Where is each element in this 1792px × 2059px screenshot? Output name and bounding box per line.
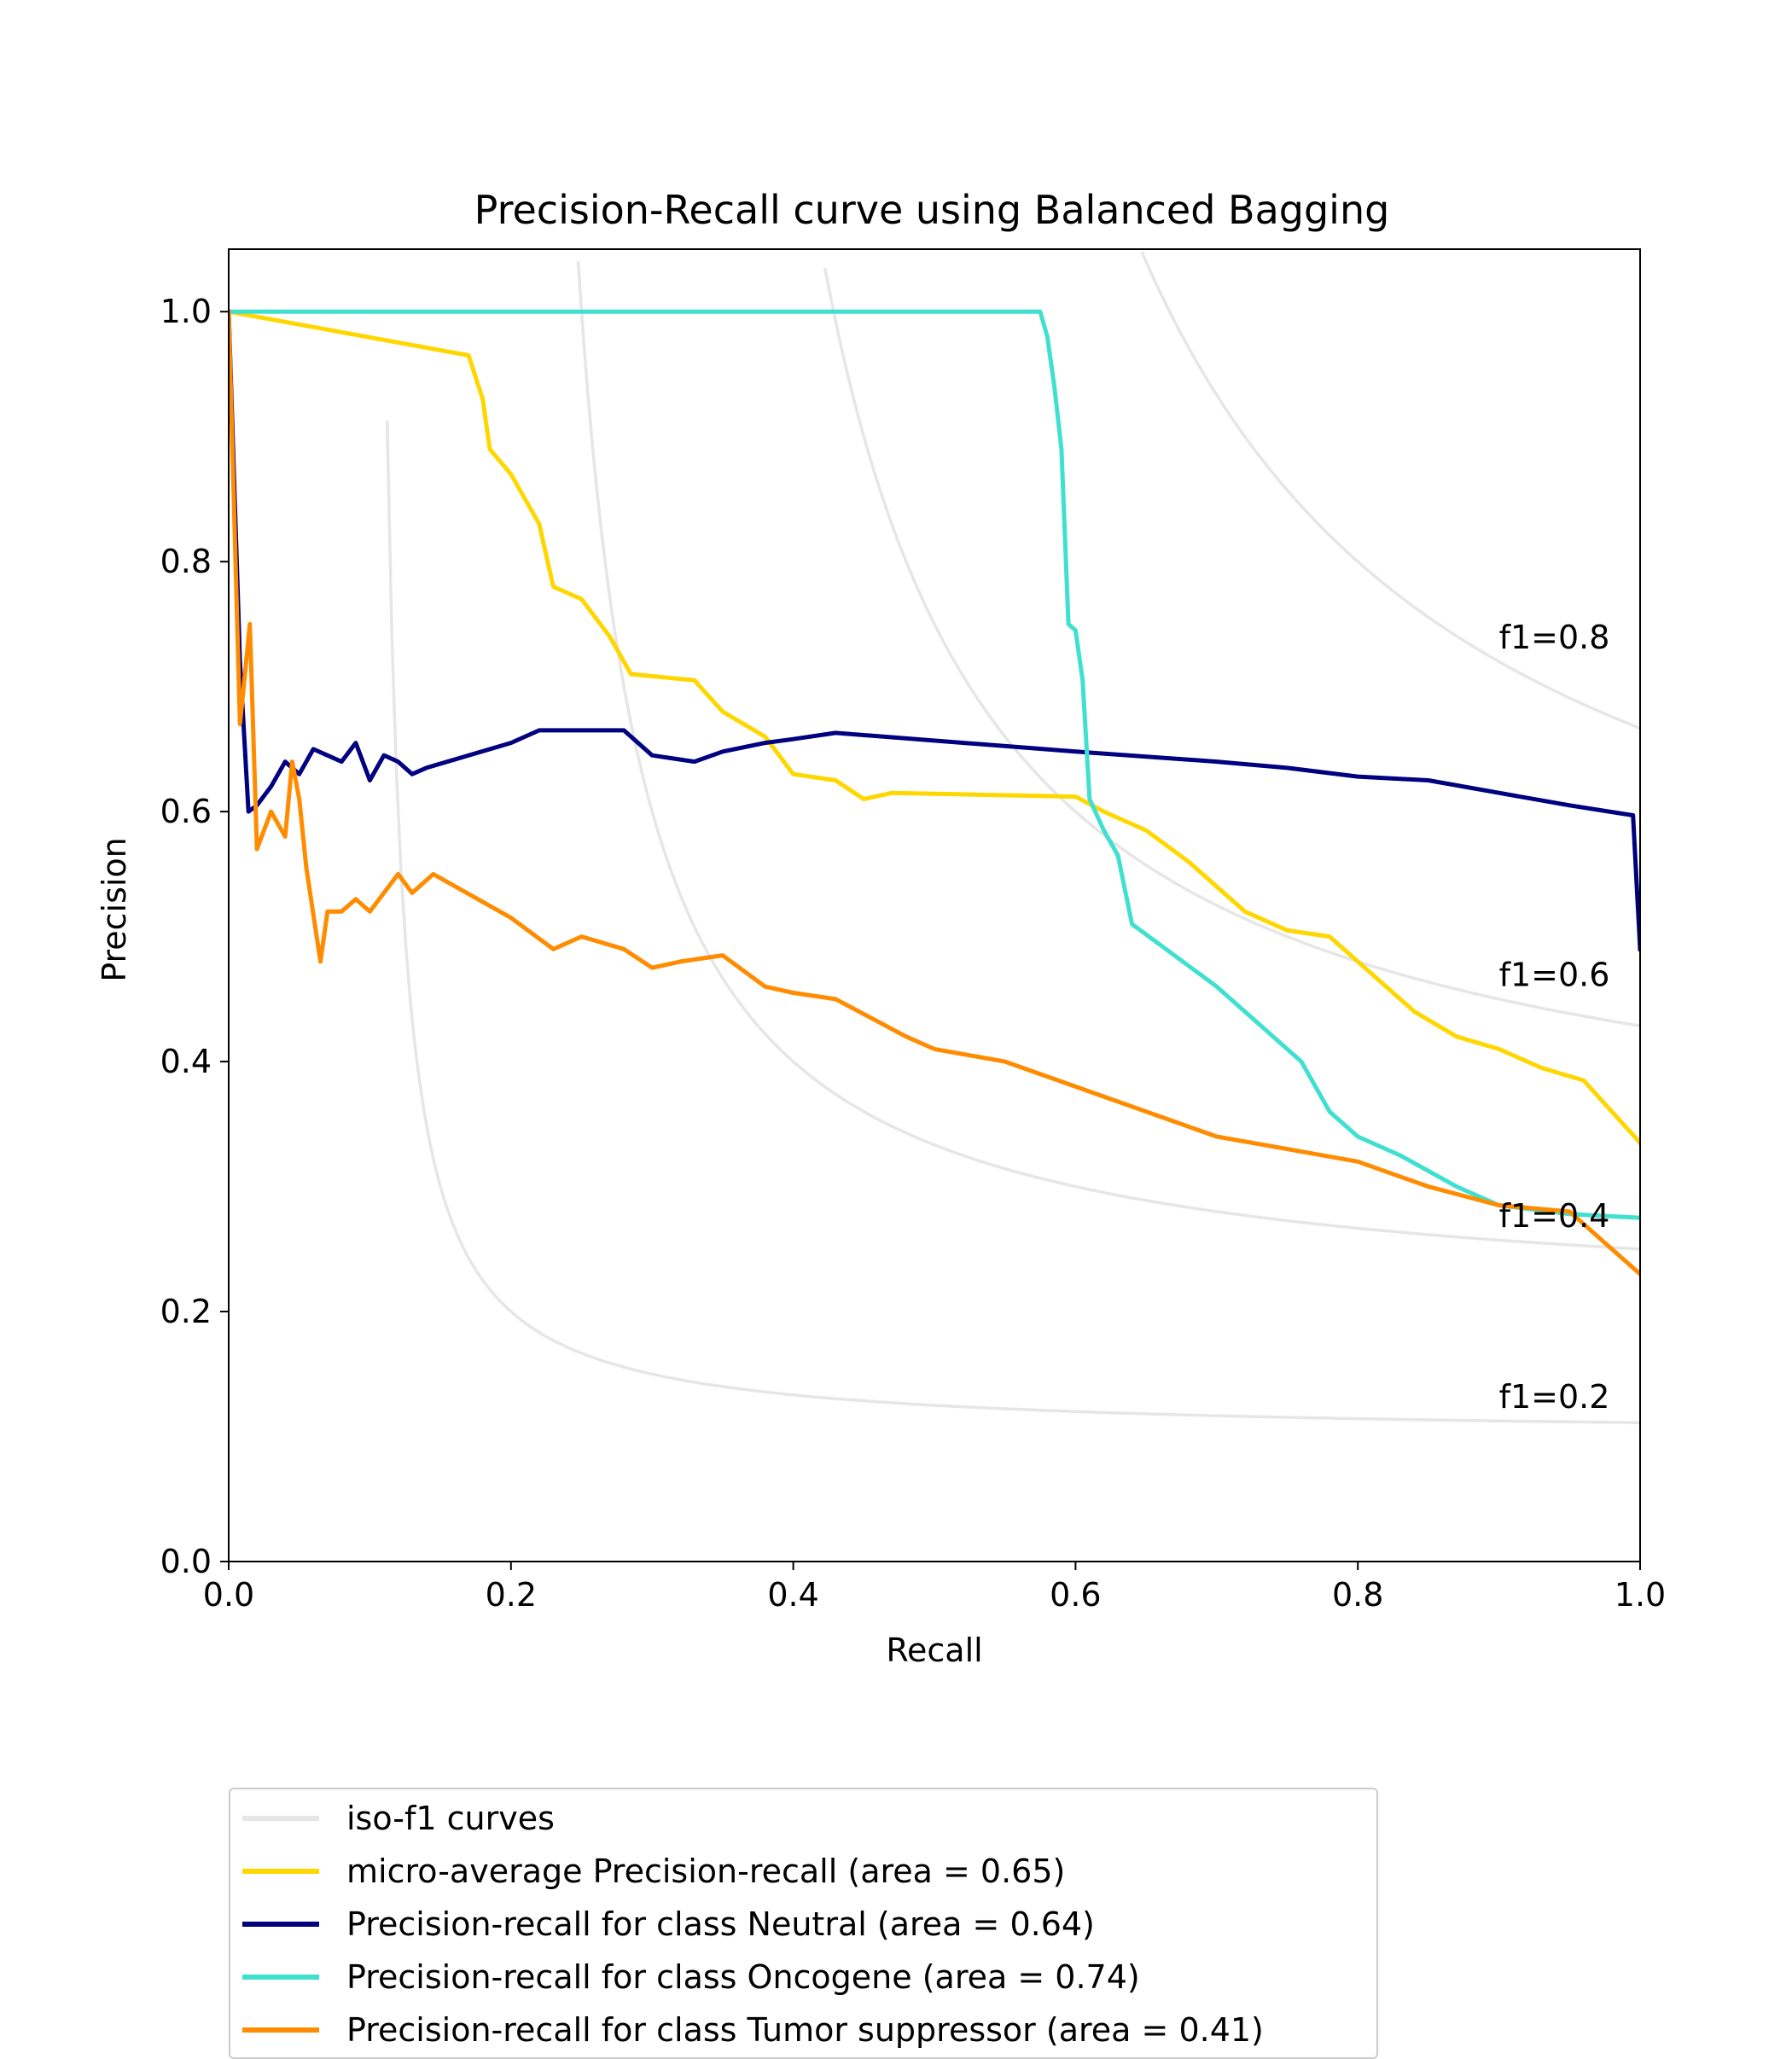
axes: f1=0.2 f1=0.4 f1=0.6 f1=0.8 0.0 0.2 0.4 0.6 0.8 1… (160, 293, 1667, 1614)
legend-swatch (242, 1922, 319, 1927)
x-tick-label: 1.0 (1615, 1576, 1666, 1614)
plot-frame (228, 248, 1641, 1562)
legend-swatch (242, 1816, 319, 1821)
legend-label: iso-f1 curves (346, 1800, 555, 1837)
y-tick-label: 0.0 (160, 1543, 212, 1580)
iso-f1-curve (385, 420, 1640, 1424)
legend-item-tumor-suppressor: Precision-recall for class Tumor suppres… (242, 2011, 1264, 2049)
legend-swatch (242, 1975, 319, 1980)
y-tick-label: 0.8 (160, 543, 212, 580)
legend-label: Precision-recall for class Neutral (area… (346, 1905, 1095, 1943)
legend-item-micro-average: micro-average Precision-recall (area = 0… (242, 1853, 1066, 1890)
iso-f1-label: f1=0.4 (1499, 1197, 1610, 1235)
iso-f1-label: f1=0.6 (1499, 957, 1610, 994)
chart-title: Precision-Recall curve using Balanced Ba… (474, 187, 1390, 233)
legend-label: micro-average Precision-recall (area = 0… (346, 1853, 1066, 1890)
iso-f1-label: f1=0.2 (1499, 1378, 1610, 1416)
iso-f1-curve (1140, 251, 1640, 730)
x-tick-label: 0.4 (767, 1576, 818, 1614)
x-tick-label: 0.8 (1332, 1576, 1383, 1614)
legend-swatch (242, 1869, 319, 1874)
legend-item-oncogene: Precision-recall for class Oncogene (are… (242, 1958, 1140, 1996)
series-line-0 (229, 309, 1640, 1146)
legend-label: Precision-recall for class Tumor suppres… (346, 2011, 1264, 2049)
plot-area (385, 251, 1640, 1424)
x-tick-label: 0.0 (203, 1576, 254, 1614)
legend: iso-f1 curves micro-average Precision-re… (229, 1788, 1378, 2059)
iso-f1-label: f1=0.8 (1499, 619, 1610, 656)
series-line-3 (229, 309, 1640, 1277)
series-layer (229, 309, 1640, 1277)
iso-f1-curve (823, 268, 1640, 1027)
y-tick-label: 0.6 (160, 793, 212, 830)
series-line-2 (229, 309, 1640, 1220)
legend-swatch (242, 2027, 319, 2033)
iso-f1-curve (576, 261, 1640, 1251)
x-axis-label: Recall (886, 1631, 982, 1669)
y-tick-label: 0.4 (160, 1043, 212, 1080)
legend-label: Precision-recall for class Oncogene (are… (346, 1958, 1140, 1996)
legend-item-neutral: Precision-recall for class Neutral (area… (242, 1905, 1095, 1943)
y-tick-label: 0.2 (160, 1293, 212, 1330)
y-axis-label: Precision (96, 837, 133, 982)
y-tick-label: 1.0 (160, 293, 212, 330)
x-tick-label: 0.2 (486, 1576, 537, 1614)
x-tick-label: 0.6 (1050, 1576, 1101, 1614)
legend-item-iso-f1: iso-f1 curves (242, 1800, 555, 1837)
